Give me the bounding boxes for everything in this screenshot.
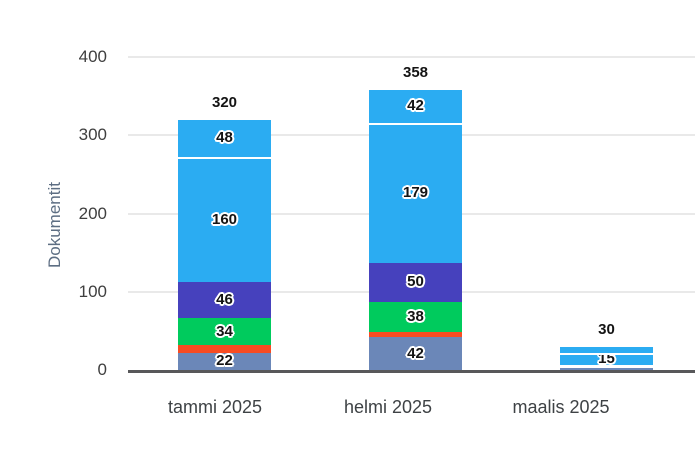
bar-total-label: 358 [402, 63, 429, 81]
bar-total-label: 320 [211, 93, 238, 111]
segment-value-label: 50 [407, 273, 424, 291]
segment-value-label: 42 [407, 97, 424, 115]
bar-segment[interactable] [369, 331, 462, 338]
bar-total-label: 30 [598, 320, 615, 338]
x-tick-label: tammi 2025 [167, 397, 263, 417]
segment-value-label: 46 [216, 291, 233, 309]
bar-segment[interactable]: 42 [369, 89, 462, 123]
x-axis-line [128, 370, 695, 373]
segment-value-label: 179 [402, 183, 429, 201]
y-tick-label: 300 [78, 125, 107, 145]
segment-value-label: 34 [216, 322, 233, 340]
y-tick-label: 0 [97, 360, 107, 379]
bar-segment[interactable]: 42 [369, 337, 462, 370]
bar-segment[interactable]: 34 [178, 318, 271, 345]
bar-segment[interactable] [560, 364, 653, 367]
y-tick-label: 100 [78, 281, 107, 301]
segment-value-label: 42 [407, 344, 424, 362]
segment-value-label: 15 [598, 349, 615, 367]
segment-value-label: 22 [216, 352, 233, 370]
y-gridline [128, 56, 695, 58]
segment-value-label: 38 [407, 307, 424, 325]
bar-segment[interactable] [178, 344, 271, 353]
bar-segment[interactable]: 179 [369, 122, 462, 263]
y-tick-label: 200 [78, 203, 107, 223]
bar-segment[interactable]: 46 [178, 282, 271, 319]
y-tick-label: 400 [78, 47, 107, 66]
bar-segment[interactable]: 22 [178, 352, 271, 370]
bar-segment[interactable]: 15 [560, 349, 653, 367]
segment-value-label: 160 [211, 210, 238, 228]
bar-segment[interactable]: 38 [369, 301, 462, 332]
bar-segment[interactable]: 160 [178, 157, 271, 283]
bar-segment[interactable] [560, 366, 653, 370]
bar-segment[interactable]: 48 [178, 119, 271, 158]
bar-segment[interactable]: 50 [369, 262, 462, 302]
x-tick-label: helmi 2025 [343, 397, 433, 417]
segment-value-label: 48 [216, 129, 233, 147]
bar-segment[interactable] [560, 346, 653, 353]
x-tick-label: maalis 2025 [512, 397, 610, 417]
